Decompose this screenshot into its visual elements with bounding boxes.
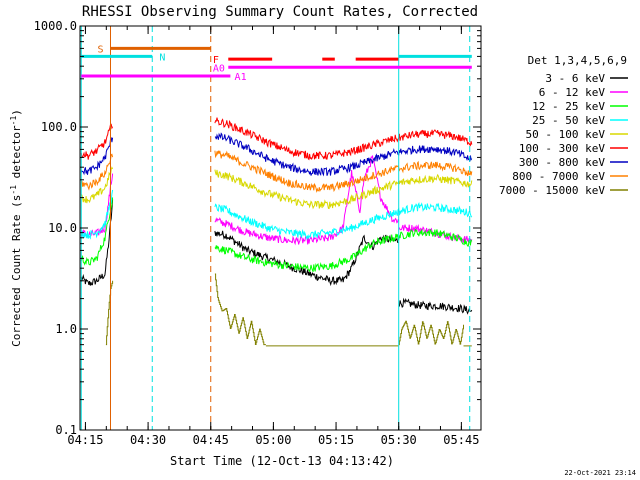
series-line-4-seg-1 bbox=[214, 169, 473, 210]
series-line-6-seg-0 bbox=[80, 137, 114, 176]
series-line-3-seg-1 bbox=[214, 201, 473, 241]
legend-label-2: 12 - 25 keV bbox=[532, 100, 605, 113]
x-tick-label-6: 05:45 bbox=[443, 433, 479, 447]
chart-title: RHESSI Observing Summary Count Rates, Co… bbox=[82, 4, 478, 20]
y-tick-label-4: 0.1 bbox=[55, 423, 77, 437]
axis-ticks: 04:15 04:30 04:45 05:00 05:15 05:30 05:45 1000.… bbox=[34, 19, 481, 447]
footer-date: 22-Oct-2021 23:14 bbox=[564, 469, 636, 477]
state-bar-label-S: S bbox=[98, 44, 104, 55]
x-axis-label: Start Time (12-Oct-13 04:13:42) bbox=[170, 454, 394, 468]
series-line-0-seg-1 bbox=[214, 230, 399, 287]
series-line-7-seg-1 bbox=[214, 150, 473, 194]
legend-title: Det 1,3,4,5,6,9 bbox=[528, 54, 627, 67]
x-tick-label-1: 04:30 bbox=[130, 433, 166, 447]
series-line-8-seg-1 bbox=[214, 273, 266, 346]
series-layer bbox=[80, 117, 473, 347]
state-bar-label-A1: A1 bbox=[235, 72, 247, 83]
legend-label-6: 300 - 800 keV bbox=[519, 156, 605, 169]
series-line-0-seg-0 bbox=[80, 199, 114, 286]
legend-label-8: 7000 - 15000 keV bbox=[499, 184, 605, 197]
series-line-7-seg-0 bbox=[80, 153, 114, 191]
series-line-8-seg-0 bbox=[105, 280, 114, 346]
y-tick-label-1: 100.0 bbox=[41, 120, 77, 134]
y-tick-label-2: 10.0 bbox=[48, 221, 77, 235]
legend-label-4: 50 - 100 keV bbox=[526, 128, 606, 141]
legend-label-7: 800 - 7000 keV bbox=[512, 170, 605, 183]
y-tick-label-0: 1000.0 bbox=[34, 19, 77, 33]
series-line-3-seg-0 bbox=[80, 189, 114, 240]
series-line-4-seg-0 bbox=[80, 166, 114, 204]
series-line-6-seg-1 bbox=[214, 132, 473, 177]
state-bar-label-F: F bbox=[213, 55, 219, 66]
legend-label-5: 100 - 300 keV bbox=[519, 142, 605, 155]
series-line-0-seg-2 bbox=[398, 297, 473, 315]
series-line-5-seg-1 bbox=[214, 117, 473, 161]
series-line-2-seg-0 bbox=[80, 197, 114, 266]
x-tick-label-3: 05:00 bbox=[255, 433, 291, 447]
state-bar-label-N: N bbox=[159, 52, 165, 63]
x-tick-label-4: 05:15 bbox=[318, 433, 354, 447]
legend-label-3: 25 - 50 keV bbox=[532, 114, 605, 127]
state-bar-label-A0: A0 bbox=[213, 63, 225, 74]
x-tick-label-5: 05:30 bbox=[381, 433, 417, 447]
series-line-2-seg-1 bbox=[214, 228, 473, 273]
series-line-5-seg-0 bbox=[80, 123, 114, 160]
y-tick-label-3: 1.0 bbox=[55, 322, 77, 336]
legend-label-1: 6 - 12 keV bbox=[539, 86, 606, 99]
series-line-8-seg-3 bbox=[398, 320, 464, 346]
state-flag-bars: S N FA0 A1 bbox=[81, 44, 472, 83]
y-axis-label: Corrected Count Rate (s-1 detector-1) bbox=[9, 109, 23, 347]
x-tick-label-0: 04:15 bbox=[67, 433, 103, 447]
x-tick-label-2: 04:45 bbox=[193, 433, 229, 447]
legend-label-0: 3 - 6 keV bbox=[545, 72, 605, 85]
